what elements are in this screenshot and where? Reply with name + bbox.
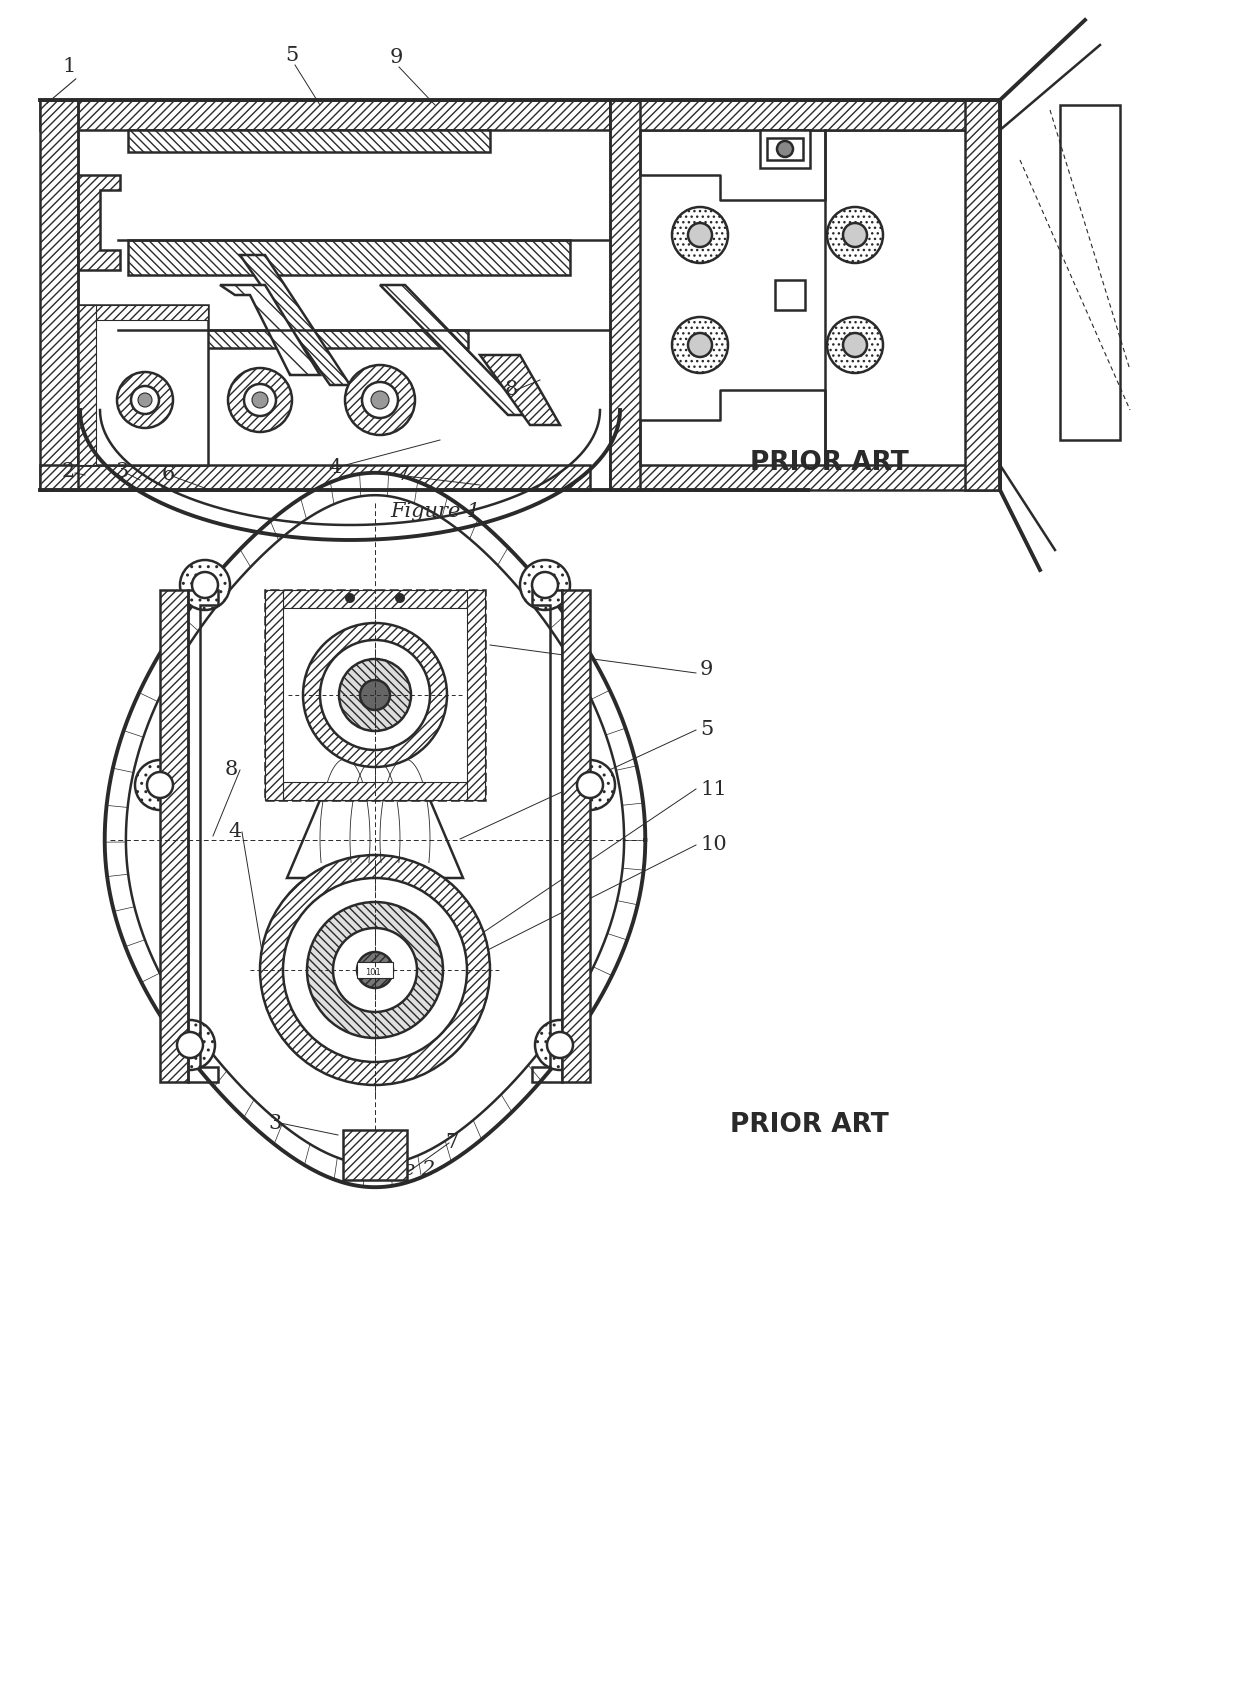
- Bar: [265, 590, 283, 800]
- Text: 9: 9: [391, 47, 403, 68]
- Text: Figure 2: Figure 2: [345, 1159, 435, 1180]
- Bar: [760, 131, 810, 168]
- Circle shape: [672, 207, 728, 263]
- Text: 4: 4: [228, 822, 242, 841]
- Circle shape: [520, 559, 570, 610]
- Circle shape: [345, 364, 415, 436]
- Circle shape: [547, 1032, 573, 1058]
- Bar: [78, 305, 208, 320]
- Circle shape: [135, 759, 185, 810]
- Polygon shape: [78, 175, 120, 270]
- Text: Figure 1: Figure 1: [389, 502, 480, 520]
- Circle shape: [827, 207, 883, 263]
- Bar: [467, 590, 485, 800]
- Bar: [775, 280, 805, 310]
- Circle shape: [308, 902, 443, 1037]
- Circle shape: [283, 878, 467, 1063]
- Bar: [40, 464, 590, 490]
- Circle shape: [138, 393, 153, 407]
- Bar: [40, 100, 78, 490]
- Circle shape: [577, 771, 603, 798]
- Circle shape: [177, 1032, 203, 1058]
- Circle shape: [688, 332, 712, 358]
- Circle shape: [360, 680, 391, 710]
- Polygon shape: [286, 800, 463, 878]
- Text: 1: 1: [62, 58, 76, 76]
- Text: 4: 4: [329, 458, 341, 476]
- Polygon shape: [219, 285, 320, 375]
- Text: 3: 3: [268, 1114, 281, 1132]
- Polygon shape: [104, 473, 645, 1186]
- Bar: [343, 1131, 407, 1180]
- Circle shape: [131, 386, 159, 414]
- Bar: [128, 331, 467, 347]
- Circle shape: [345, 593, 355, 603]
- Text: 10: 10: [701, 836, 727, 854]
- Circle shape: [843, 332, 867, 358]
- Polygon shape: [1060, 105, 1120, 441]
- Polygon shape: [480, 354, 560, 425]
- Text: 11: 11: [701, 780, 727, 798]
- Bar: [357, 963, 393, 978]
- Bar: [160, 590, 188, 1081]
- Circle shape: [252, 392, 268, 408]
- Circle shape: [165, 1020, 215, 1070]
- Bar: [965, 100, 999, 490]
- Text: 8: 8: [224, 759, 238, 780]
- Text: 7: 7: [396, 464, 409, 485]
- Bar: [610, 100, 640, 490]
- Bar: [78, 305, 208, 464]
- Bar: [128, 131, 490, 153]
- Bar: [265, 590, 485, 800]
- Bar: [768, 137, 804, 159]
- Bar: [562, 590, 590, 1081]
- Polygon shape: [241, 254, 350, 385]
- Circle shape: [303, 624, 446, 768]
- Circle shape: [688, 224, 712, 247]
- Circle shape: [827, 317, 883, 373]
- Circle shape: [334, 927, 417, 1012]
- Circle shape: [396, 593, 405, 603]
- Circle shape: [532, 571, 558, 598]
- Circle shape: [357, 953, 393, 988]
- Bar: [265, 781, 485, 800]
- Text: 2: 2: [62, 463, 76, 481]
- Circle shape: [672, 317, 728, 373]
- Text: 3: 3: [115, 463, 129, 481]
- Circle shape: [339, 659, 410, 731]
- Circle shape: [244, 385, 277, 415]
- Text: 5: 5: [701, 720, 713, 739]
- Text: 6: 6: [162, 464, 175, 485]
- Bar: [610, 100, 999, 131]
- Text: 9: 9: [701, 659, 713, 680]
- Circle shape: [180, 559, 229, 610]
- Text: 8: 8: [505, 380, 518, 398]
- Circle shape: [565, 759, 615, 810]
- Text: 101: 101: [365, 968, 381, 976]
- Bar: [610, 464, 999, 490]
- Circle shape: [534, 1020, 585, 1070]
- Circle shape: [260, 854, 490, 1085]
- Circle shape: [371, 392, 389, 408]
- Bar: [40, 100, 732, 131]
- Circle shape: [320, 641, 430, 749]
- Text: PRIOR ART: PRIOR ART: [750, 449, 909, 476]
- Bar: [732, 100, 999, 131]
- Text: 7: 7: [445, 1132, 459, 1153]
- Text: 5: 5: [285, 46, 299, 64]
- Circle shape: [843, 224, 867, 247]
- Circle shape: [117, 371, 174, 429]
- Text: 6: 6: [396, 1132, 408, 1153]
- Circle shape: [192, 571, 218, 598]
- Circle shape: [362, 381, 398, 419]
- Bar: [265, 590, 485, 609]
- Circle shape: [148, 771, 174, 798]
- Bar: [78, 305, 95, 464]
- Polygon shape: [379, 285, 529, 415]
- Text: PRIOR ART: PRIOR ART: [730, 1112, 889, 1137]
- Circle shape: [777, 141, 794, 158]
- Circle shape: [228, 368, 291, 432]
- Bar: [128, 241, 570, 275]
